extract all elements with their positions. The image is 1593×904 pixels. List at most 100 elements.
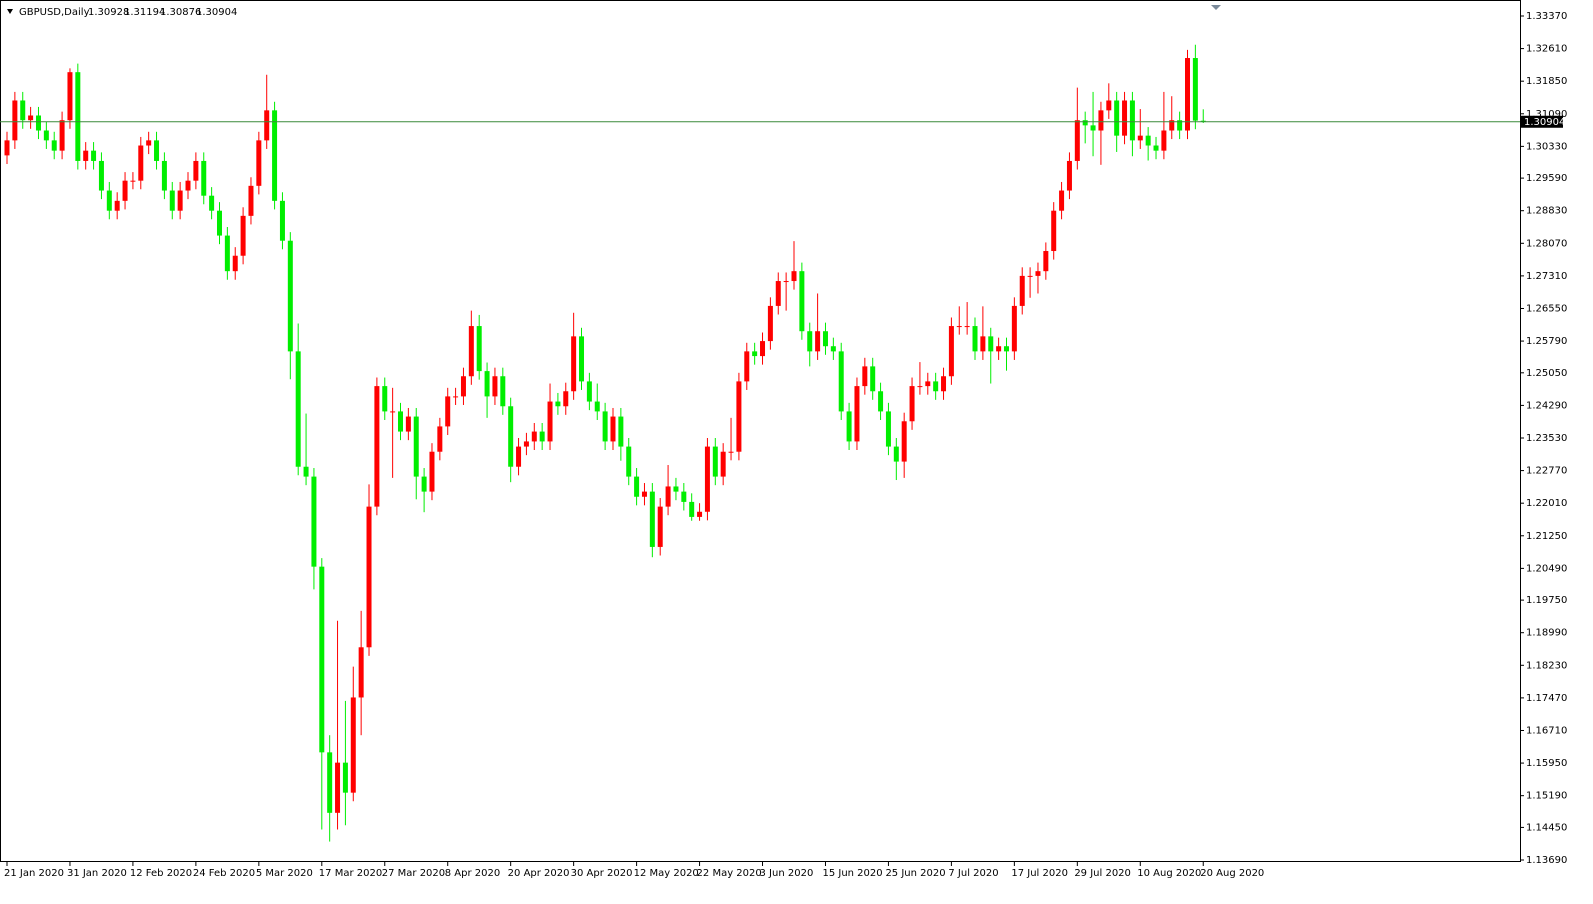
- candle-body: [830, 346, 836, 352]
- x-tick-label: 12 Feb 2020: [130, 868, 192, 879]
- candle-body: [43, 130, 49, 141]
- candle-body: [1011, 305, 1017, 352]
- y-tick-label: 1.15190: [1526, 791, 1567, 802]
- candle-body: [862, 366, 868, 387]
- candle-body: [185, 180, 191, 191]
- candle-body: [885, 411, 891, 447]
- candle-body: [319, 566, 325, 753]
- candle-body: [106, 190, 112, 211]
- y-tick-label: 1.23530: [1526, 433, 1567, 444]
- candle-body: [704, 446, 710, 512]
- candle-body: [1192, 58, 1198, 121]
- x-tick-label: 20 Aug 2020: [1200, 868, 1264, 879]
- candle-body: [303, 466, 309, 477]
- candle-body: [169, 190, 175, 211]
- shift-marker[interactable]: [1211, 5, 1221, 10]
- candle-body: [767, 305, 773, 342]
- candle-body: [539, 431, 545, 442]
- candle-body: [634, 476, 640, 497]
- candle-body: [720, 451, 726, 477]
- candle-body: [649, 491, 655, 547]
- x-tick-label: 20 Apr 2020: [508, 868, 570, 879]
- candle-body: [35, 115, 41, 131]
- candle-body: [1137, 135, 1143, 141]
- candle-body: [917, 386, 923, 388]
- x-tick-label: 31 Jan 2020: [67, 868, 127, 879]
- candle-body: [728, 451, 734, 453]
- candle-body: [484, 371, 490, 397]
- candle-body: [279, 200, 285, 241]
- y-tick-label: 1.20490: [1526, 563, 1567, 574]
- candle-body: [1177, 120, 1183, 131]
- candle-body: [1051, 210, 1057, 252]
- candle-body: [138, 145, 144, 181]
- candle-body: [468, 326, 474, 377]
- candle-body: [91, 150, 97, 161]
- candle-body: [193, 160, 199, 181]
- x-tick-label: 12 May 2020: [634, 868, 699, 879]
- price-label-box: [1521, 115, 1563, 128]
- candle-body: [791, 271, 797, 282]
- candle-body: [476, 326, 482, 372]
- candle-body: [571, 336, 577, 392]
- candle-body: [657, 506, 663, 547]
- candle-body: [1003, 346, 1009, 352]
- candle-body: [390, 411, 396, 413]
- y-tick-label: 1.30330: [1526, 141, 1567, 152]
- x-tick-label: 27 Mar 2020: [382, 868, 445, 879]
- ohlc-low: 1.30876: [160, 7, 201, 18]
- candle-body: [1098, 110, 1104, 131]
- candle-body: [618, 416, 624, 447]
- candle-body: [201, 160, 207, 196]
- candle-body: [295, 351, 301, 467]
- candle-body: [901, 421, 907, 462]
- y-tick-label: 1.25790: [1526, 336, 1567, 347]
- candle-body: [240, 215, 246, 256]
- y-tick-label: 1.18990: [1526, 628, 1567, 639]
- candle-body: [988, 336, 994, 352]
- candle-body: [697, 511, 703, 517]
- x-tick-label: 17 Mar 2020: [319, 868, 382, 879]
- candle-body: [933, 381, 939, 392]
- candle-body: [216, 210, 222, 236]
- candle-body: [4, 140, 10, 156]
- candle-body: [626, 446, 632, 477]
- candle-body: [996, 346, 1002, 352]
- plot-frame: [0, 0, 1521, 862]
- candle-body: [342, 762, 348, 793]
- x-tick-label: 5 Mar 2020: [256, 868, 313, 879]
- candle-body: [358, 647, 364, 698]
- candle-body: [925, 381, 931, 387]
- candle-body: [1161, 130, 1167, 151]
- menu-arrow[interactable]: [7, 9, 13, 14]
- candle-body: [563, 391, 569, 407]
- candle-body: [1019, 275, 1025, 306]
- candle-body: [130, 180, 136, 182]
- candle-body: [964, 326, 970, 328]
- candle-body: [437, 426, 443, 452]
- candle-body: [870, 366, 876, 392]
- candle-body: [51, 140, 57, 151]
- y-tick-label: 1.22010: [1526, 498, 1567, 509]
- candle-body: [1169, 120, 1175, 131]
- y-tick-label: 1.19750: [1526, 595, 1567, 606]
- candle-body: [744, 351, 750, 382]
- y-tick-label: 1.21250: [1526, 531, 1567, 542]
- candle-body: [335, 762, 341, 813]
- candle-body: [602, 411, 608, 442]
- ohlc-open: 1.30928: [88, 7, 129, 18]
- y-tick-label: 1.17470: [1526, 693, 1567, 704]
- candle-body: [154, 140, 160, 161]
- candle-body: [146, 140, 152, 146]
- candles: [4, 44, 1206, 842]
- candle-body: [374, 386, 380, 507]
- candle-body: [508, 406, 514, 467]
- x-tick-label: 24 Feb 2020: [193, 868, 255, 879]
- x-tick-label: 15 Jun 2020: [822, 868, 882, 879]
- candle-body: [366, 506, 372, 648]
- y-tick-label: 1.33370: [1526, 11, 1567, 22]
- candle-body: [838, 351, 844, 412]
- candle-body: [59, 120, 65, 151]
- candle-body: [783, 281, 789, 283]
